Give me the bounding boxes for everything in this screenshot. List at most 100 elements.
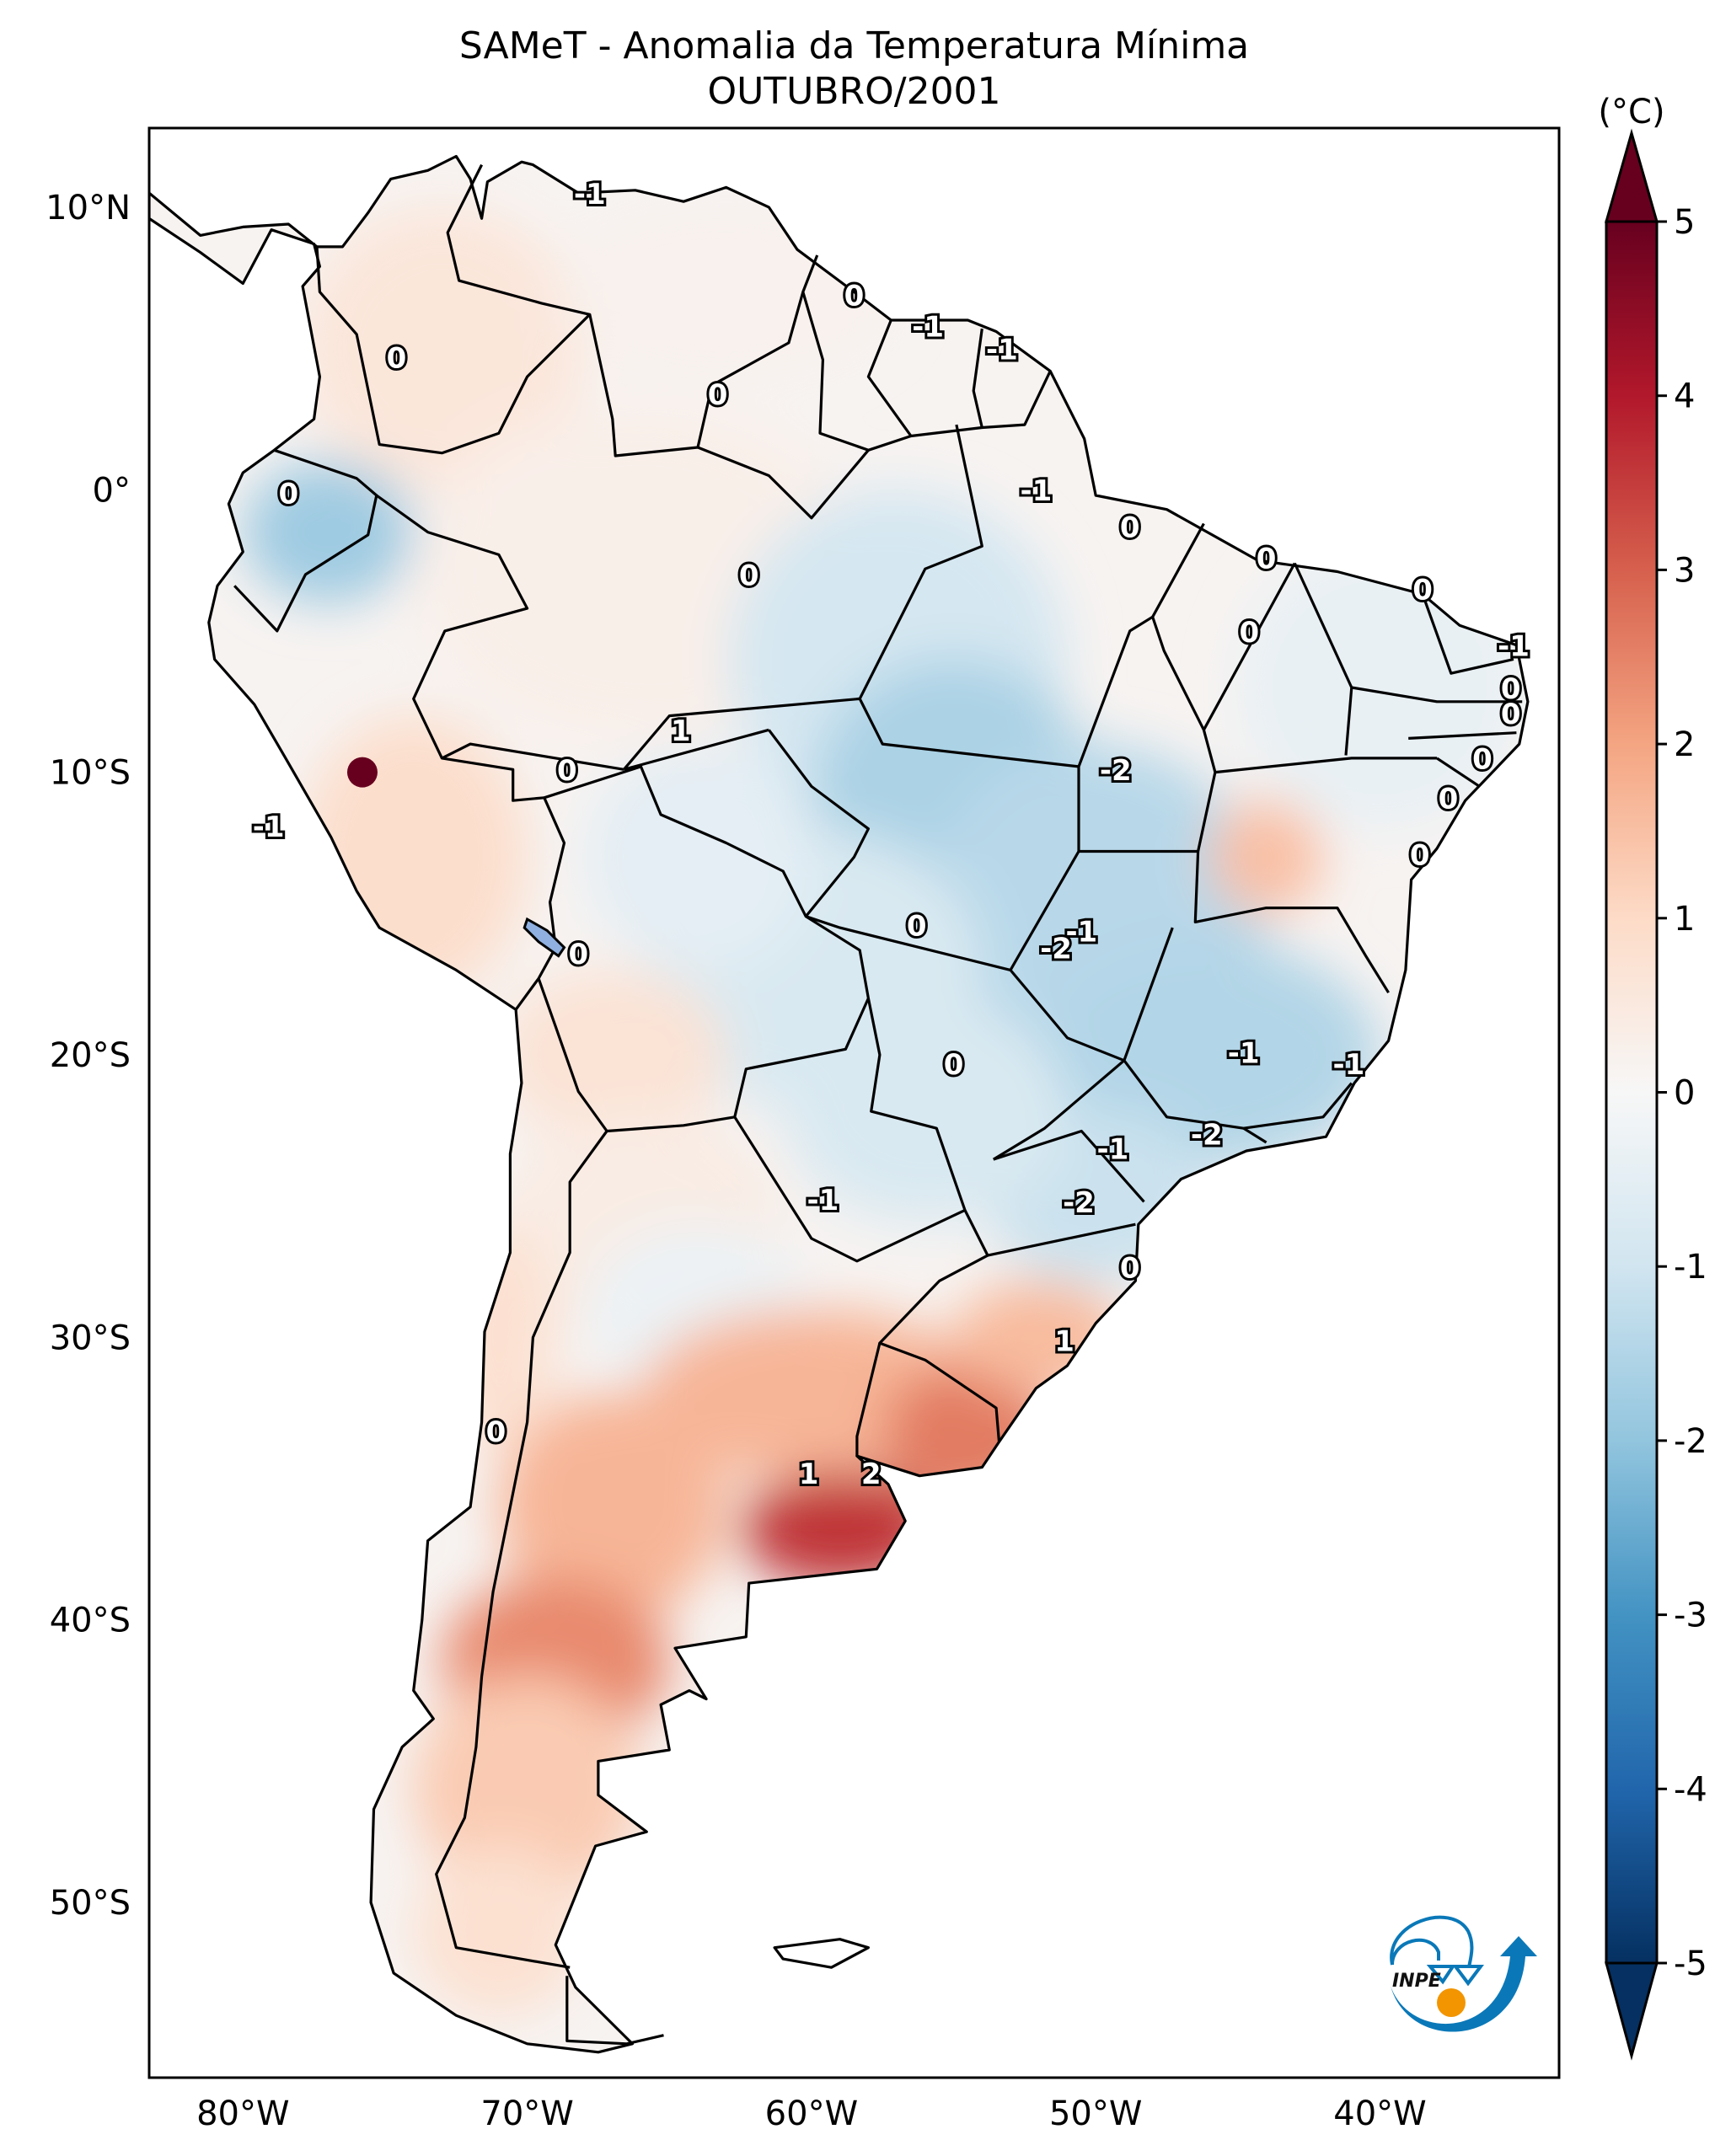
colorbar-tick-label: -5 (1674, 1945, 1707, 1983)
contour-label: 0 (1120, 1251, 1140, 1285)
anomaly-region (783, 998, 1068, 1225)
contour-label: -1 (1228, 1036, 1260, 1070)
colorbar-tick-label: -4 (1674, 1770, 1707, 1809)
contour-label: 2 (861, 1458, 882, 1491)
contour-label: -1 (807, 1184, 839, 1217)
y-tick-label: 10°S (50, 754, 131, 793)
border-line (537, 765, 870, 1133)
contour-label: 0 (1410, 839, 1430, 873)
anomaly-region (953, 1280, 1124, 1394)
logo-sun-icon (1437, 1988, 1466, 2017)
contour-label: 0 (1439, 783, 1459, 816)
chart-title: SAMeT - Anomalia da Temperatura Mínima O… (149, 24, 1559, 115)
contour-label: -2 (1191, 1119, 1223, 1153)
colorbar-tick-label: 1 (1674, 900, 1695, 939)
border-line (588, 254, 819, 457)
border-line (315, 163, 592, 455)
border-line (1151, 522, 1205, 618)
inpe-logo: INPE (1390, 1915, 1537, 2032)
contour-label: 0 (568, 938, 588, 971)
border-line (858, 424, 983, 700)
border-line (987, 1222, 1136, 1257)
anomaly-region (243, 461, 414, 603)
contour-label: -1 (1333, 1048, 1365, 1082)
x-axis-ticks: 80°W 70°W 60°W 50°W 40°W (196, 2094, 1427, 2133)
y-tick-label: 40°S (50, 1602, 131, 1640)
coastline (149, 154, 1530, 2054)
title-line-2: OUTUBRO/2001 (707, 70, 1001, 113)
anomaly-region (498, 1393, 726, 1621)
border-line (1193, 851, 1390, 994)
contour-label: 0 (486, 1415, 506, 1449)
lake-titicaca (523, 917, 566, 958)
border-line (233, 448, 378, 633)
border-line (1123, 927, 1353, 1130)
contour-label: -2 (1063, 1186, 1095, 1220)
border-line (441, 742, 624, 771)
anomaly-region (584, 743, 812, 971)
logo-arrow-up-icon (1391, 1936, 1537, 2032)
anomaly-region (1038, 941, 1380, 1169)
contour-label: -1 (1020, 474, 1052, 508)
x-tick-label: 80°W (196, 2094, 289, 2133)
contour-label: 0 (844, 280, 865, 313)
contour-label: -1 (574, 178, 606, 211)
colorbar-extend-max (1605, 128, 1659, 223)
colorbar-tick-label: 5 (1674, 203, 1695, 242)
border-line (1079, 616, 1217, 853)
border-line (1421, 593, 1514, 675)
y-tick-label: 30°S (50, 1319, 131, 1357)
anomaly-field (149, 156, 1528, 2052)
border-line (1436, 757, 1481, 788)
contour-label: -2 (1040, 932, 1072, 966)
contour-label: 0 (557, 754, 577, 788)
x-tick-label: 70°W (480, 2094, 573, 2133)
border-line (1214, 757, 1437, 774)
colorbar-tick-label: -3 (1674, 1597, 1707, 1635)
logo-arrow-down-icon (1426, 1965, 1484, 1987)
anomaly-region (413, 1676, 641, 1903)
country-state-borders (233, 163, 1523, 2046)
border-line (801, 292, 1052, 452)
contour-label: 0 (907, 910, 927, 944)
border-line (972, 328, 983, 428)
contour-label: -1 (1097, 1133, 1129, 1167)
colorbar-unit-label: (°C) (1598, 93, 1664, 131)
anomaly-center (346, 757, 378, 788)
border-line (733, 998, 967, 1263)
logo-text: INPE (1392, 1971, 1441, 1992)
border-line (866, 319, 913, 437)
border-line (565, 1976, 664, 2046)
border-line (435, 1130, 608, 1969)
border-line (375, 494, 566, 1011)
anomaly-region (299, 714, 528, 999)
border-line (623, 728, 769, 771)
contour-label: 0 (1472, 743, 1493, 777)
colorbar-extend-min (1605, 1961, 1659, 2061)
contour-label: -1 (1065, 915, 1097, 949)
border-line (1408, 731, 1517, 740)
y-tick-label: 10°N (46, 189, 131, 227)
contour-label: -1 (1498, 630, 1530, 664)
border-line (855, 1342, 882, 1457)
contour-label: 1 (1054, 1325, 1075, 1359)
falkland-islands (773, 1938, 870, 1969)
colorbar-tick-label: -1 (1674, 1248, 1707, 1287)
contour-label: 0 (1120, 511, 1140, 545)
contour-label: 0 (1501, 698, 1521, 731)
y-tick-label: 20°S (50, 1036, 131, 1075)
y-tick-label: 50°S (50, 1884, 131, 1923)
contour-label: 1 (799, 1458, 819, 1491)
border-line (1351, 686, 1523, 704)
border-line (1202, 562, 1296, 731)
contour-label: -2 (1100, 754, 1132, 788)
colorbar: (°C) 5 4 3 2 1 0 -1 -2 -3 -4 -5 (1598, 93, 1707, 2061)
contour-label: 0 (708, 378, 728, 412)
logo-swirl-icon (1390, 1915, 1474, 1974)
anomaly-region (498, 969, 726, 1141)
colorbar-tick-label: 2 (1674, 725, 1695, 764)
border-line (697, 446, 870, 520)
colorbar-tick-label: 0 (1674, 1074, 1695, 1113)
